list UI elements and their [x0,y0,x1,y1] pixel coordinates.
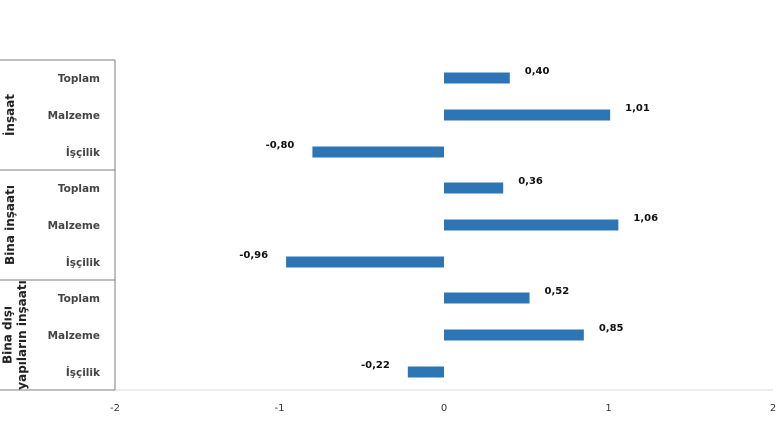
x-tick-label: -1 [275,403,285,414]
data-label: -0,80 [266,140,295,151]
category-label: Malzeme [48,330,100,342]
bar [444,292,530,304]
category-label: İşçilik [66,365,101,379]
x-tick-label: 2 [770,403,776,414]
data-label: 0,40 [525,66,550,77]
data-label: 1,06 [633,213,658,224]
category-label: Malzeme [48,110,100,122]
category-label: Toplam [58,183,100,195]
bar [407,366,444,378]
group-label: İnşaat [2,94,17,136]
data-label: 0,52 [545,286,570,297]
category-label: İşçilik [66,145,101,159]
bar [312,146,444,158]
data-label: 1,01 [625,103,650,114]
bar [444,182,504,194]
x-tick-label: 0 [441,403,447,414]
category-label: İşçilik [66,255,101,269]
bar [286,256,444,268]
bar [444,72,510,84]
data-label: 0,36 [518,176,543,187]
x-tick-label: 1 [605,403,611,414]
x-tick-label: -2 [110,403,120,414]
category-label: Malzeme [48,220,100,232]
category-label: Toplam [58,73,100,85]
bar [444,219,619,231]
group-label: Bina dışıyapıların inşaatı [1,280,29,389]
group-label: Bina inşaatı [3,185,17,265]
data-label: -0,22 [361,360,390,371]
data-label: 0,85 [599,323,624,334]
bar [444,329,584,341]
category-label: Toplam [58,293,100,305]
bar [444,109,611,121]
data-label: -0,96 [239,250,268,261]
